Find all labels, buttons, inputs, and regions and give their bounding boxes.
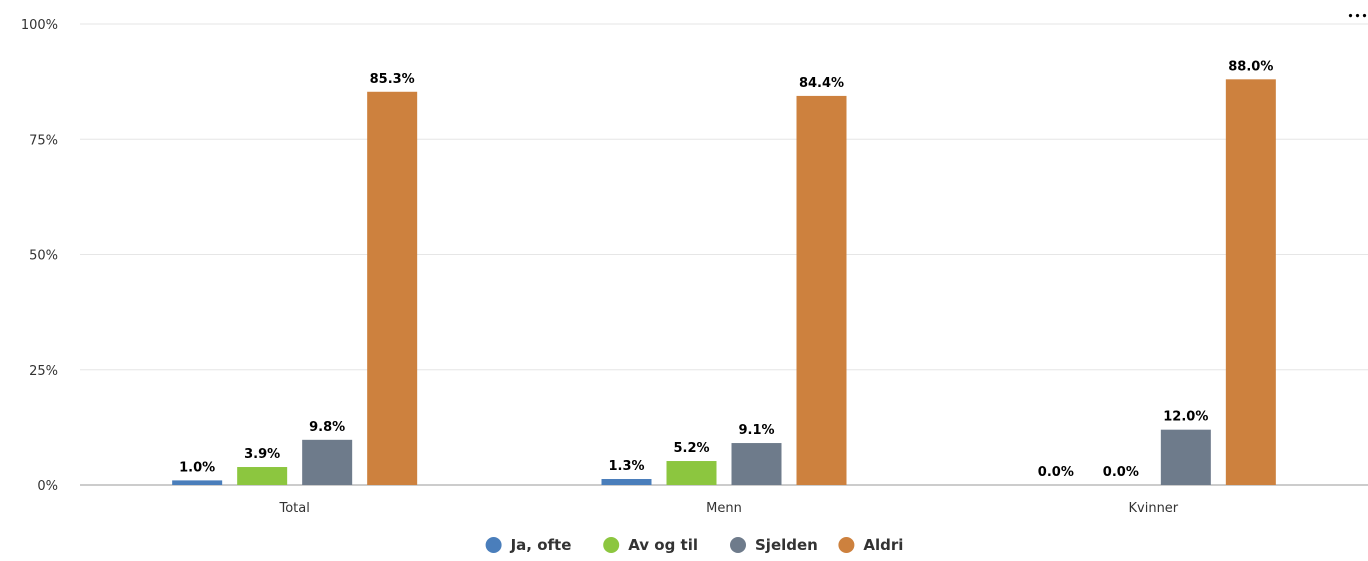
bar-value-label: 9.1%: [738, 423, 774, 438]
bar[interactable]: [172, 480, 223, 485]
bar[interactable]: [666, 461, 717, 485]
bar[interactable]: [367, 91, 418, 485]
y-tick-label: 100%: [21, 18, 58, 33]
y-axis-ticks: 0% 25% 50% 75% 100%: [21, 18, 58, 494]
y-tick-label: 75%: [29, 133, 58, 148]
bar-value-label: 9.8%: [309, 420, 345, 435]
bar-value-label: 1.0%: [179, 460, 215, 475]
x-category-label: Kvinner: [1129, 501, 1179, 516]
bar-value-label: 85.3%: [370, 72, 415, 87]
legend-marker: [838, 537, 855, 553]
legend-marker: [485, 537, 502, 553]
chart-title: ...: [1347, 0, 1368, 24]
bar[interactable]: [796, 95, 847, 485]
data-labels: 1.0% 3.9% 9.8% 85.3% 1.3% 5.2% 9.1% 84.4% 0.0% 0.…: [179, 59, 1273, 480]
legend: Ja, ofte Av og til Sjelden Aldri: [485, 536, 903, 554]
bar[interactable]: [1225, 79, 1276, 485]
x-category-label: Menn: [706, 501, 742, 516]
legend-item[interactable]: Av og til: [603, 536, 698, 554]
legend-marker: [603, 537, 620, 553]
y-tick-label: 50%: [29, 249, 58, 264]
bar[interactable]: [1160, 429, 1211, 485]
bar-value-label: 88.0%: [1228, 59, 1273, 74]
bar[interactable]: [237, 467, 288, 485]
bar-value-label: 84.4%: [799, 76, 844, 91]
legend-label: Aldri: [863, 536, 903, 554]
x-category-label: Total: [278, 501, 309, 516]
bar-value-label: 12.0%: [1163, 410, 1208, 425]
y-tick-label: 0%: [37, 479, 58, 494]
legend-label: Ja, ofte: [510, 536, 572, 554]
bar-value-label: 5.2%: [673, 441, 709, 456]
bar[interactable]: [601, 479, 652, 485]
legend-item[interactable]: Ja, ofte: [485, 536, 572, 554]
bars: [172, 79, 1276, 485]
bar[interactable]: [731, 443, 782, 485]
legend-label: Av og til: [628, 536, 698, 554]
x-axis-categories: Total Menn Kvinner: [278, 501, 1178, 516]
bar-value-label: 0.0%: [1103, 465, 1139, 480]
legend-label: Sjelden: [755, 536, 818, 554]
bar[interactable]: [302, 439, 353, 485]
gridlines: [80, 23, 1368, 486]
legend-marker: [730, 537, 746, 553]
bar-value-label: 1.3%: [608, 459, 644, 474]
legend-item[interactable]: Aldri: [838, 536, 903, 554]
legend-item[interactable]: Sjelden: [730, 536, 818, 554]
bar-value-label: 0.0%: [1038, 465, 1074, 480]
bar-value-label: 3.9%: [244, 447, 280, 462]
y-tick-label: 25%: [29, 364, 58, 379]
